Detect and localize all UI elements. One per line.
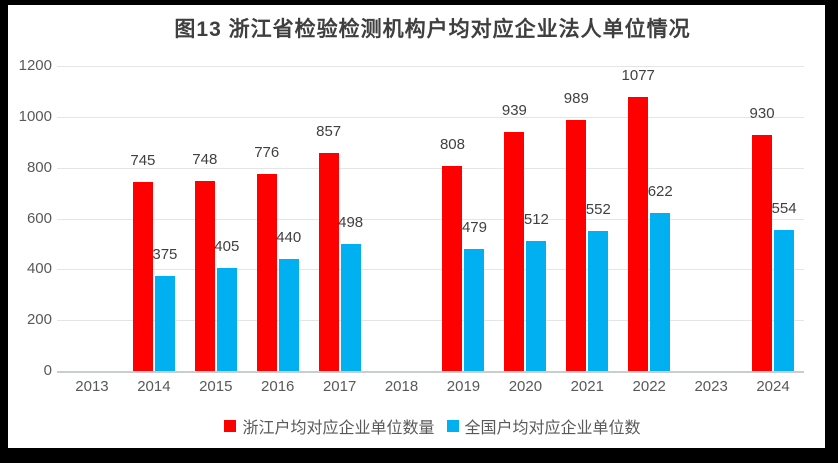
x-tick-label: 2013: [75, 378, 109, 395]
x-axis-line: [57, 371, 804, 373]
y-tick-label: 1000: [18, 107, 52, 125]
gridline: [57, 116, 804, 118]
chart-title: 图13 浙江省检验检测机构户均对应企业法人单位情况: [174, 18, 691, 41]
blue-square-legend-icon: [446, 420, 459, 432]
x-tick-label: 2023: [694, 378, 728, 395]
bar-value-label: 622: [647, 183, 673, 200]
bar-zhejiang: [752, 135, 773, 371]
gridline: [57, 167, 804, 169]
x-tick-label: 2015: [199, 378, 233, 395]
bar-zhejiang: [504, 132, 525, 371]
bar-value-label: 748: [192, 151, 218, 168]
bar-zhejiang: [194, 181, 215, 371]
x-tick-label: 2020: [508, 378, 543, 395]
bar-zhejiang: [132, 182, 153, 371]
bar-zhejiang: [628, 97, 649, 371]
bar-value-label: 989: [563, 90, 589, 107]
bar-national: [216, 268, 237, 371]
bar-value-label: 554: [771, 200, 797, 217]
bar-national: [340, 244, 361, 371]
bar-zhejiang: [566, 120, 587, 371]
y-tick-label: 200: [26, 311, 52, 329]
legend: 浙江户均对应企业单位数量 全国户均对应企业单位数: [61, 414, 804, 438]
legend-item-national: 全国户均对应企业单位数: [446, 414, 641, 438]
plot-area: 0 200 400 600 800 1000 1200 2013 2014 745 375 2015 7…: [8, 5, 825, 448]
x-tick-label: 2016: [261, 378, 295, 395]
bar-national: [650, 213, 671, 371]
bar-value-label: 375: [152, 246, 178, 263]
bar-national: [526, 241, 547, 371]
bar-national: [278, 259, 299, 371]
bar-value-label: 857: [316, 123, 342, 140]
gridline: [57, 66, 804, 67]
bar-national: [588, 231, 609, 371]
gridline: [57, 218, 804, 220]
bar-value-label: 939: [501, 102, 527, 119]
bar-national: [464, 249, 485, 371]
y-tick-label: 1200: [18, 57, 52, 74]
bar-national: [774, 230, 795, 371]
bar-national: [154, 276, 175, 371]
bar-zhejiang: [318, 153, 339, 371]
x-tick-label: 2018: [384, 378, 419, 395]
x-tick-label: 2019: [446, 378, 481, 395]
x-tick-label: 2014: [137, 378, 171, 395]
bar-value-label: 1077: [621, 67, 655, 84]
y-tick-label: 600: [26, 209, 52, 227]
bar-value-label: 440: [276, 229, 302, 246]
x-tick-label: 2022: [632, 378, 666, 395]
x-tick-label: 2017: [322, 378, 357, 395]
bar-zhejiang: [256, 174, 277, 371]
gridline: [57, 320, 804, 322]
bar-value-label: 498: [338, 214, 364, 231]
y-tick-label: 0: [43, 362, 52, 379]
legend-label-zhejiang: 浙江户均对应企业单位数量: [242, 420, 435, 437]
legend-item-zhejiang: 浙江户均对应企业单位数量: [224, 414, 435, 438]
chart-canvas: 图13 浙江省检验检测机构户均对应企业法人单位情况 0 200 400 600 800 1…: [8, 5, 825, 448]
bar-value-label: 479: [461, 219, 487, 236]
x-tick-label: 2021: [570, 378, 604, 395]
bar-value-label: 930: [749, 105, 775, 122]
bar-value-label: 552: [585, 201, 611, 218]
bar-value-label: 776: [254, 144, 280, 161]
red-square-legend-icon: [224, 420, 237, 432]
bar-value-label: 745: [130, 152, 156, 169]
legend-label-national: 全国户均对应企业单位数: [464, 420, 641, 437]
bar-value-label: 405: [214, 238, 240, 255]
bar-value-label: 808: [439, 136, 465, 153]
y-tick-label: 400: [26, 260, 52, 278]
bar-zhejiang: [442, 166, 463, 371]
gridline: [57, 269, 804, 271]
y-tick-label: 800: [26, 158, 52, 176]
x-tick-label: 2024: [756, 378, 790, 395]
bar-value-label: 512: [523, 211, 549, 228]
